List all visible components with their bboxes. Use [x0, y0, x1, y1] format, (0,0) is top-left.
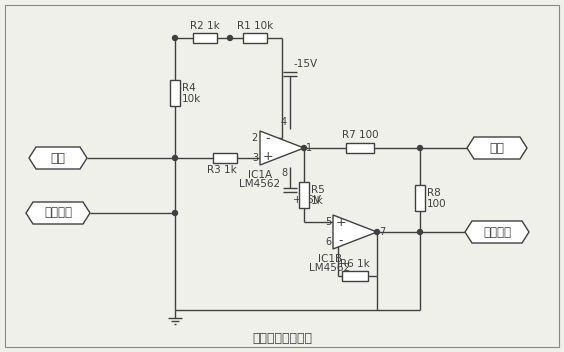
Text: 2: 2	[252, 133, 258, 143]
Circle shape	[173, 210, 178, 215]
Polygon shape	[26, 202, 90, 224]
Bar	[415, 185, 425, 211]
Text: 8: 8	[281, 168, 287, 178]
Bar	[299, 182, 309, 208]
Text: +: +	[336, 216, 346, 230]
Text: +: +	[263, 151, 274, 163]
Text: 6: 6	[325, 237, 331, 247]
Text: 输入: 输入	[51, 151, 65, 164]
Text: R4: R4	[182, 83, 196, 93]
Text: LM4562: LM4562	[240, 179, 280, 189]
Polygon shape	[467, 137, 527, 159]
Circle shape	[417, 145, 422, 151]
Text: 5: 5	[325, 217, 331, 227]
Text: R1 10k: R1 10k	[237, 21, 273, 31]
Circle shape	[173, 156, 178, 161]
Text: 10k: 10k	[182, 94, 201, 104]
Text: R8: R8	[427, 188, 440, 198]
Text: 输出端地: 输出端地	[483, 226, 511, 239]
Text: 1k: 1k	[311, 196, 324, 206]
Circle shape	[417, 230, 422, 234]
Circle shape	[227, 36, 232, 40]
Text: R7 100: R7 100	[342, 130, 378, 140]
Polygon shape	[260, 131, 304, 165]
Text: 100: 100	[427, 199, 447, 209]
Bar	[193, 33, 217, 43]
Text: -: -	[266, 132, 270, 145]
Text: 输出: 输出	[490, 142, 505, 155]
Bar	[346, 143, 374, 153]
Text: 4: 4	[281, 117, 287, 127]
Bar	[342, 271, 368, 281]
Circle shape	[374, 230, 380, 234]
Text: R3 1k: R3 1k	[207, 165, 237, 175]
Polygon shape	[29, 147, 87, 169]
Text: -: -	[339, 234, 343, 247]
Circle shape	[302, 145, 306, 151]
Text: 7: 7	[379, 227, 385, 237]
Text: 1: 1	[306, 143, 312, 153]
Text: （另一声道相同）: （另一声道相同）	[252, 332, 312, 345]
Circle shape	[173, 36, 178, 40]
Text: R5: R5	[311, 185, 325, 195]
Text: LM4562: LM4562	[310, 263, 351, 273]
Text: 输入端地: 输入端地	[44, 207, 72, 220]
Text: IC1B: IC1B	[318, 254, 342, 264]
Bar	[243, 33, 267, 43]
Text: IC1A: IC1A	[248, 170, 272, 180]
Polygon shape	[333, 215, 377, 249]
Text: 3: 3	[252, 153, 258, 163]
Polygon shape	[465, 221, 529, 243]
Text: -15V: -15V	[293, 59, 317, 69]
Bar	[170, 80, 180, 106]
Bar	[213, 153, 237, 163]
Text: +15V: +15V	[293, 195, 322, 205]
Text: R2 1k: R2 1k	[190, 21, 220, 31]
Text: R6 1k: R6 1k	[340, 259, 370, 269]
